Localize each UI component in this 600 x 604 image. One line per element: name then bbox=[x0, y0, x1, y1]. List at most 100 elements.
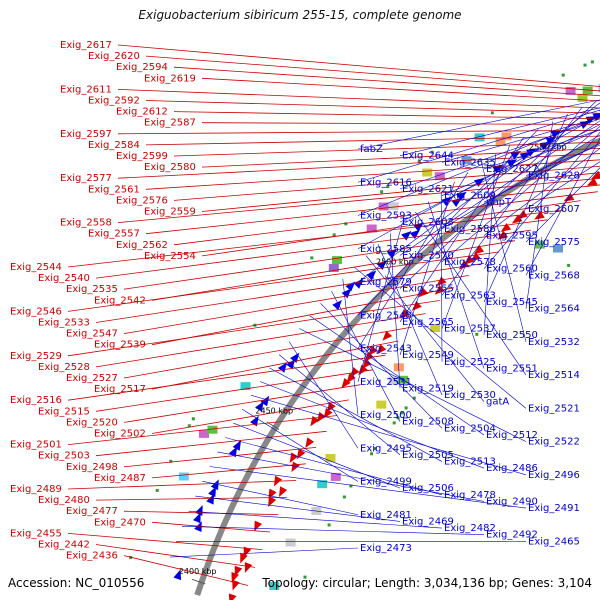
forward-gene-label: Exig_2561 bbox=[88, 184, 140, 195]
forward-gene-label: Exig_2557 bbox=[88, 229, 140, 240]
gc-marker bbox=[156, 489, 159, 492]
forward-gene-label: Exig_2580 bbox=[144, 162, 196, 173]
gc-marker bbox=[567, 264, 570, 267]
forward-gene-label: Exig_2597 bbox=[60, 129, 112, 140]
forward-gene-label: Exig_2554 bbox=[144, 251, 196, 262]
forward-gene-leader bbox=[202, 78, 600, 116]
reverse-gene bbox=[195, 504, 206, 516]
forward-gene-leader bbox=[96, 497, 287, 500]
forward-gene bbox=[270, 476, 282, 489]
forward-gene-label: Exig_2436 bbox=[66, 551, 118, 562]
forward-gene-label: Exig_2480 bbox=[38, 495, 90, 506]
forward-gene-label: Exig_2501 bbox=[10, 440, 62, 451]
reverse-gene-label: Exig_2465 bbox=[528, 536, 580, 547]
forward-gene-label: Exig_2546 bbox=[10, 306, 62, 317]
feature-block bbox=[389, 202, 399, 210]
forward-gene-label: Exig_2584 bbox=[88, 140, 140, 151]
forward-gene-label: Exig_2620 bbox=[88, 51, 140, 62]
tick-label: 2450 kbp bbox=[255, 407, 293, 416]
forward-gene-label: Exig_2547 bbox=[66, 329, 118, 340]
forward-gene-label: Exig_2487 bbox=[94, 473, 146, 484]
forward-gene-leader bbox=[146, 56, 600, 115]
reverse-gene-leader bbox=[482, 163, 526, 342]
forward-gene-label: Exig_2544 bbox=[10, 262, 62, 273]
forward-gene-label: Exig_2576 bbox=[116, 195, 168, 206]
feature-block bbox=[376, 401, 386, 409]
forward-gene-label: Exig_2528 bbox=[38, 362, 90, 373]
reverse-gene-leader bbox=[242, 409, 358, 481]
forward-gene-leader bbox=[96, 545, 255, 568]
reverse-gene-label: Exig_2568 bbox=[528, 270, 580, 281]
forward-gene-label: Exig_2599 bbox=[116, 151, 168, 162]
reverse-gene-leader bbox=[484, 154, 496, 335]
forward-gene-label: Exig_2617 bbox=[60, 40, 112, 51]
forward-gene-label: Exig_2527 bbox=[66, 373, 118, 384]
forward-gene-label: Exig_2592 bbox=[88, 96, 140, 107]
gc-marker bbox=[591, 60, 594, 63]
forward-gene-leader bbox=[146, 101, 600, 120]
forward-gene-label: Exig_2533 bbox=[38, 318, 90, 329]
forward-gene bbox=[226, 593, 237, 600]
forward-gene-label: Exig_2619 bbox=[144, 73, 196, 84]
gc-marker bbox=[380, 190, 383, 193]
reverse-gene-leader bbox=[210, 467, 526, 509]
gc-marker bbox=[343, 496, 346, 499]
forward-gene-label: Exig_2455 bbox=[10, 528, 62, 539]
map-title: Exiguobacterium sibiricum 255-15, comple… bbox=[0, 8, 600, 22]
forward-gene-label: Exig_2516 bbox=[10, 395, 62, 406]
reverse-gene-leader bbox=[170, 548, 358, 557]
forward-gene-label: Exig_2503 bbox=[38, 451, 90, 462]
forward-gene-label: Exig_2587 bbox=[144, 118, 196, 129]
forward-gene-leader bbox=[152, 464, 306, 478]
reverse-gene-label: Exig_2491 bbox=[528, 503, 580, 514]
forward-gene-label: Exig_2477 bbox=[66, 506, 118, 517]
gc-marker bbox=[405, 406, 408, 409]
reverse-gene-label: Exig_2514 bbox=[528, 370, 580, 381]
forward-gene-label: Exig_2502 bbox=[94, 429, 146, 440]
forward-gene-label: Exig_2498 bbox=[66, 462, 118, 473]
reverse-gene-label: gatA bbox=[486, 397, 509, 408]
forward-gene-label: Exig_2442 bbox=[38, 540, 90, 551]
gc-marker bbox=[328, 524, 331, 527]
forward-gene bbox=[241, 562, 252, 574]
forward-gene-label: Exig_2594 bbox=[116, 62, 168, 73]
reverse-gene-label: Exig_2521 bbox=[528, 403, 580, 414]
feature-block bbox=[422, 169, 432, 177]
forward-gene-label: Exig_2515 bbox=[38, 406, 90, 417]
forward-gene bbox=[264, 496, 276, 509]
reverse-gene bbox=[332, 297, 345, 310]
gc-marker bbox=[562, 74, 565, 77]
forward-gene-label: Exig_2535 bbox=[66, 284, 118, 295]
feature-block bbox=[286, 539, 296, 547]
forward-gene-label: Exig_2611 bbox=[60, 84, 112, 95]
gc-marker bbox=[584, 64, 587, 67]
forward-gene bbox=[288, 461, 300, 474]
feature-block bbox=[179, 473, 189, 481]
reverse-gene-label: Exig_2522 bbox=[528, 437, 580, 448]
forward-gene-label: Exig_2612 bbox=[116, 107, 168, 118]
gc-marker bbox=[393, 421, 396, 424]
reverse-gene-label: Exig_2496 bbox=[528, 470, 580, 481]
forward-gene-label: Exig_2540 bbox=[38, 273, 90, 284]
gc-marker bbox=[491, 111, 494, 114]
forward-gene-label: Exig_2558 bbox=[60, 218, 112, 229]
forward-gene-label: Exig_2520 bbox=[66, 417, 118, 428]
forward-gene-label: Exig_2470 bbox=[94, 517, 146, 528]
forward-gene-label: Exig_2489 bbox=[10, 484, 62, 495]
forward-gene-label: Exig_2517 bbox=[94, 384, 146, 395]
tick-label: 2400 kbp bbox=[179, 567, 217, 576]
forward-gene-label: Exig_2529 bbox=[10, 351, 62, 362]
gc-marker bbox=[192, 417, 195, 420]
reverse-gene-label: Exig_2473 bbox=[360, 543, 412, 554]
forward-gene-leader bbox=[118, 89, 600, 118]
reverse-gene bbox=[278, 360, 290, 373]
gc-marker bbox=[310, 256, 313, 259]
forward-gene bbox=[275, 486, 287, 499]
reverse-gene-label: Exig_2607 bbox=[528, 204, 580, 215]
feature-block bbox=[332, 256, 342, 264]
forward-gene-leader bbox=[124, 447, 316, 466]
forward-gene-label: Exig_2562 bbox=[116, 240, 168, 251]
forward-gene-leader bbox=[174, 112, 600, 123]
